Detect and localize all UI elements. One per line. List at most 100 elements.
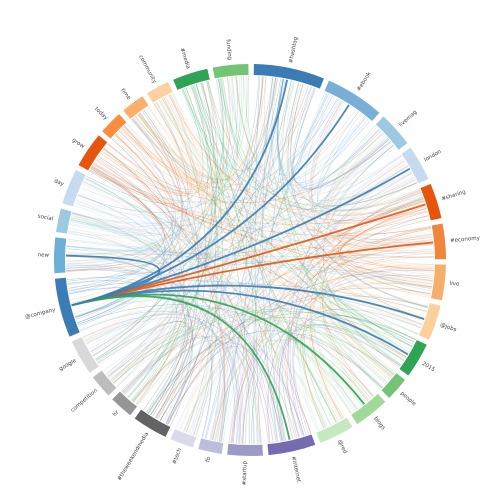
node-label: #ebook — [356, 70, 373, 92]
ribbon — [80, 116, 367, 213]
ribbon — [161, 98, 392, 192]
ribbon — [147, 312, 416, 414]
ribbon — [182, 88, 402, 366]
node-arc[interactable] — [253, 64, 324, 89]
ribbon — [113, 81, 218, 384]
node-arc[interactable] — [71, 337, 99, 373]
ribbon — [220, 344, 345, 442]
ribbon — [231, 228, 432, 444]
ribbon — [228, 77, 396, 191]
node-arc[interactable] — [92, 370, 117, 396]
ribbon — [300, 336, 360, 419]
ribbon — [66, 267, 305, 436]
ribbon — [241, 264, 434, 444]
ribbon — [66, 215, 429, 272]
ribbon — [290, 83, 428, 308]
node-arc[interactable] — [134, 409, 171, 437]
ribbon — [155, 330, 383, 418]
ribbon — [110, 93, 329, 381]
ribbon — [181, 89, 300, 438]
ribbon — [68, 94, 195, 237]
ribbon — [167, 287, 431, 425]
node-arc[interactable] — [198, 438, 224, 454]
ribbon — [75, 112, 183, 320]
node-label: grow — [71, 137, 86, 150]
ribbon — [66, 234, 433, 255]
ribbon — [131, 98, 338, 185]
ribbon — [287, 144, 394, 437]
node-arc[interactable] — [381, 373, 406, 398]
ribbon — [131, 317, 407, 402]
node-arc[interactable] — [56, 208, 72, 234]
node-arc[interactable] — [54, 277, 80, 337]
node-arc[interactable] — [112, 391, 138, 416]
ribbon — [326, 132, 434, 268]
ribbon — [66, 254, 226, 442]
node-arc[interactable] — [102, 114, 127, 139]
ribbon — [66, 140, 391, 264]
node-label: funding — [224, 39, 232, 60]
node-arc[interactable] — [419, 303, 441, 340]
ribbon — [207, 76, 238, 170]
ribbon — [279, 315, 417, 441]
node-arc[interactable] — [227, 443, 264, 456]
node-arc[interactable] — [351, 393, 386, 425]
ribbon — [143, 109, 199, 416]
node-arc[interactable] — [173, 68, 210, 90]
ribbon — [67, 238, 433, 281]
ribbon — [189, 332, 387, 435]
node-label: people — [399, 391, 417, 408]
ribbon — [77, 194, 164, 326]
node-arc[interactable] — [420, 183, 442, 221]
ribbon — [88, 85, 308, 350]
node-arc[interactable] — [399, 339, 427, 376]
ribbon — [103, 328, 287, 441]
node-arc[interactable] — [431, 264, 446, 301]
node-arc[interactable] — [170, 429, 197, 448]
ribbon — [157, 100, 331, 426]
ribbon — [205, 94, 331, 439]
ribbon — [74, 202, 352, 415]
node-arc[interactable] — [78, 135, 108, 171]
node-label: #theweekendmedia — [117, 431, 151, 482]
ribbon — [66, 133, 173, 262]
ribbon — [91, 145, 395, 354]
ribbon — [260, 76, 434, 273]
ribbon — [115, 134, 262, 444]
ribbon — [147, 106, 368, 402]
ribbon — [277, 79, 417, 206]
ribbon — [66, 256, 193, 424]
ribbon — [193, 83, 223, 436]
node-arc[interactable] — [267, 434, 316, 456]
node-arc[interactable] — [316, 417, 353, 443]
ribbon — [66, 246, 433, 287]
node-arc[interactable] — [54, 237, 67, 274]
node-arc[interactable] — [147, 81, 173, 103]
ribbon — [299, 132, 384, 427]
node-label: #media — [178, 47, 190, 70]
ribbon — [122, 336, 286, 441]
node-arc[interactable] — [375, 116, 408, 150]
ribbon — [71, 213, 192, 423]
ribbon — [236, 226, 431, 444]
ribbon — [132, 219, 430, 403]
ribbon — [150, 295, 429, 415]
node-arc[interactable] — [324, 80, 380, 122]
node-arc[interactable] — [123, 96, 149, 119]
ribbon — [218, 78, 431, 296]
node-arc[interactable] — [212, 64, 249, 79]
ribbon — [66, 264, 274, 443]
ribbon — [309, 241, 434, 422]
node-arc[interactable] — [62, 169, 86, 207]
ribbon — [262, 77, 278, 443]
ribbon — [153, 103, 353, 414]
ribbon — [286, 83, 388, 383]
ribbon — [77, 77, 278, 213]
ribbon — [93, 163, 434, 279]
node-arc[interactable] — [401, 147, 429, 184]
node-arc[interactable] — [431, 223, 446, 260]
ribbon — [70, 220, 341, 421]
ribbon — [194, 84, 250, 445]
ribbon — [251, 324, 405, 444]
